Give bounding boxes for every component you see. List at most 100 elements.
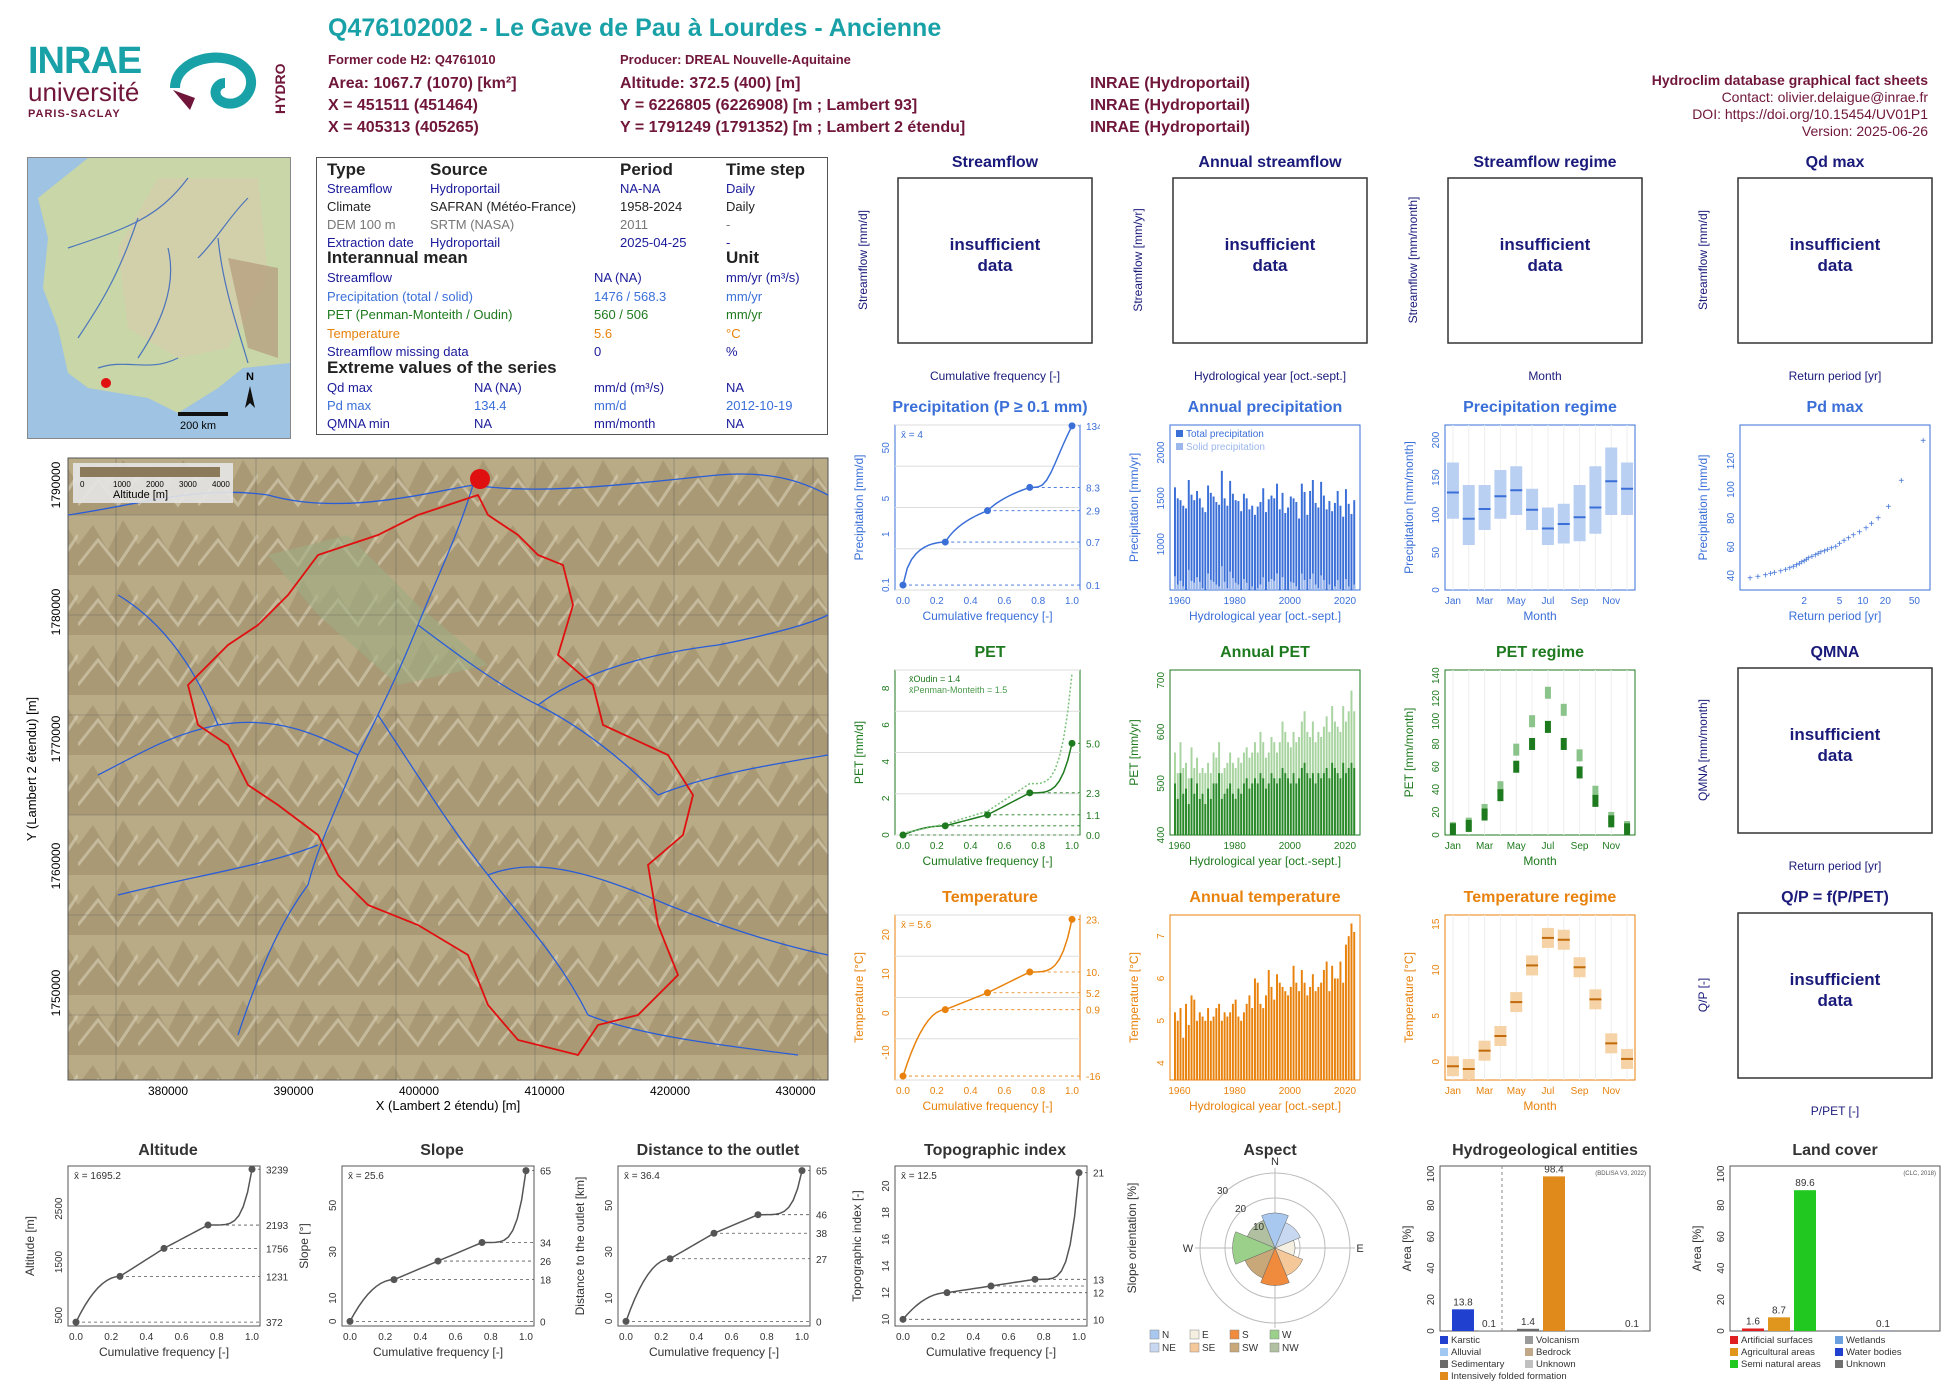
- x-tick: 2020: [1334, 596, 1357, 607]
- bar: [1768, 1317, 1790, 1331]
- pd-point: +: [1829, 543, 1835, 554]
- legend-tick: 0: [80, 480, 85, 489]
- right-label: 0.0: [1086, 831, 1100, 842]
- annual-bar: [1328, 584, 1331, 590]
- chart-title: Precipitation regime: [1463, 399, 1617, 416]
- bar-label: 0.1: [1625, 1319, 1639, 1330]
- annual-bar: [1220, 798, 1223, 835]
- annual-bar: [1193, 999, 1196, 1080]
- annual-bar: [1179, 500, 1182, 590]
- legend-entry: Solid precipitation: [1186, 442, 1265, 453]
- x-tick: 0.0: [896, 841, 910, 852]
- legend-swatch: [1189, 1342, 1200, 1353]
- right-label: 1756: [266, 1244, 288, 1255]
- y-tick: 12: [881, 1287, 892, 1299]
- annual-bar: [1176, 498, 1179, 590]
- annual-bar: [1347, 586, 1350, 590]
- annual-bar: [1267, 970, 1270, 1080]
- x-tick: May: [1507, 596, 1526, 607]
- annual-bar: [1215, 783, 1218, 835]
- extreme-unit: mm/month: [594, 416, 656, 431]
- map-y-tick: 1760000: [49, 842, 63, 889]
- legend-swatch: [1149, 1342, 1160, 1353]
- x-tick: 0.6: [997, 596, 1011, 607]
- x-tick: 1960: [1168, 1086, 1191, 1097]
- annual-bar: [1187, 480, 1190, 590]
- interannual-value: 0: [594, 344, 602, 359]
- x-tick: 0.4: [964, 1086, 978, 1097]
- y-tick: 500: [1156, 775, 1167, 792]
- annual-bar: [1306, 514, 1309, 590]
- interannual-unit: mm/yr (m³/s): [726, 270, 800, 285]
- y-tick: 60: [1726, 541, 1737, 553]
- chart-x-label: Hydrological year [oct.-sept.]: [1189, 609, 1341, 623]
- annual-bar: [1223, 498, 1226, 590]
- regime-box-pm: [1529, 715, 1536, 728]
- right-label: 0: [816, 1317, 822, 1328]
- map-y-tick: 1750000: [49, 969, 63, 1016]
- annual-bar: [1231, 793, 1234, 835]
- y-tick: 80: [1426, 1199, 1437, 1211]
- chart-x-label: Cumulative frequency [-]: [649, 1345, 779, 1359]
- regime-box-oudin: [1576, 766, 1583, 779]
- chart-x-label: Cumulative frequency [-]: [922, 854, 1052, 868]
- chart-y-label: Q/P [-]: [1696, 978, 1710, 1012]
- pd-point: +: [1818, 548, 1824, 559]
- y-tick: 7: [1156, 933, 1167, 939]
- col-source: Source: [430, 160, 488, 179]
- annual-bar: [1289, 783, 1292, 835]
- chart-y-label: Streamflow [mm/d]: [856, 210, 870, 310]
- y-tick: 1: [881, 531, 892, 537]
- north-label: N: [246, 371, 254, 383]
- extreme-value: NA: [474, 416, 493, 431]
- legend-swatch: [1269, 1329, 1280, 1340]
- x-tick: 0.8: [1037, 1332, 1051, 1343]
- chart-y-label: Temperature [°C]: [1127, 952, 1141, 1043]
- right-label: 0.7: [1086, 538, 1100, 549]
- chart-title: Precipitation (P ≥ 0.1 mm): [892, 399, 1087, 416]
- pd-point: +: [1763, 571, 1769, 582]
- annual-bar: [1262, 778, 1265, 835]
- regime-box-pm: [1576, 749, 1583, 762]
- x-tick: 1980: [1224, 596, 1247, 607]
- annual-bar: [1256, 588, 1259, 590]
- annual-bar: [1336, 773, 1339, 835]
- insufficient-line: insufficient: [1790, 970, 1881, 989]
- chart-x-label: Return period [yr]: [1789, 609, 1882, 623]
- chart-title: Slope: [420, 1142, 464, 1159]
- annual-bar: [1344, 773, 1347, 835]
- right-label: 27: [816, 1255, 828, 1266]
- annual-bar: [1185, 1003, 1187, 1080]
- right-label: -16.0: [1086, 1072, 1100, 1083]
- annual-bar: [1270, 579, 1273, 590]
- annual-bar: [1325, 961, 1328, 1080]
- annual-bar: [1333, 767, 1336, 835]
- right-label: 10: [1093, 1315, 1105, 1326]
- y-tick: 200: [1431, 431, 1442, 448]
- x-tick: 0.0: [343, 1332, 357, 1343]
- y-tick: 10: [881, 1313, 892, 1325]
- annual-bar: [1179, 1008, 1182, 1080]
- y-tick: 4: [1156, 1060, 1167, 1066]
- plot-frame: [894, 1165, 1088, 1327]
- x-tick: Nov: [1602, 841, 1620, 852]
- annual-bar: [1204, 512, 1207, 590]
- annual-bar: [1179, 773, 1182, 835]
- x-tick: 1960: [1168, 596, 1191, 607]
- annual-bar: [1322, 579, 1325, 590]
- annual-bar: [1336, 491, 1339, 590]
- x-tick: 1980: [1224, 1086, 1247, 1097]
- y-tick: 5: [1431, 1013, 1442, 1019]
- annual-bar: [1314, 991, 1317, 1080]
- right-label: 10.5: [1086, 968, 1100, 979]
- x-coordinate: X = 451511 (451464): [328, 97, 478, 114]
- regime-box: [1573, 485, 1586, 542]
- annual-bar: [1237, 1016, 1240, 1080]
- y-tick: 60: [1426, 1231, 1437, 1243]
- extreme-label: Qd max: [327, 380, 373, 395]
- y-tick: 50: [1431, 547, 1442, 559]
- info-type: Streamflow: [327, 181, 393, 196]
- x-tick: 1.0: [1072, 1332, 1086, 1343]
- annual-bar: [1322, 495, 1325, 590]
- regime-box-pm: [1513, 743, 1520, 756]
